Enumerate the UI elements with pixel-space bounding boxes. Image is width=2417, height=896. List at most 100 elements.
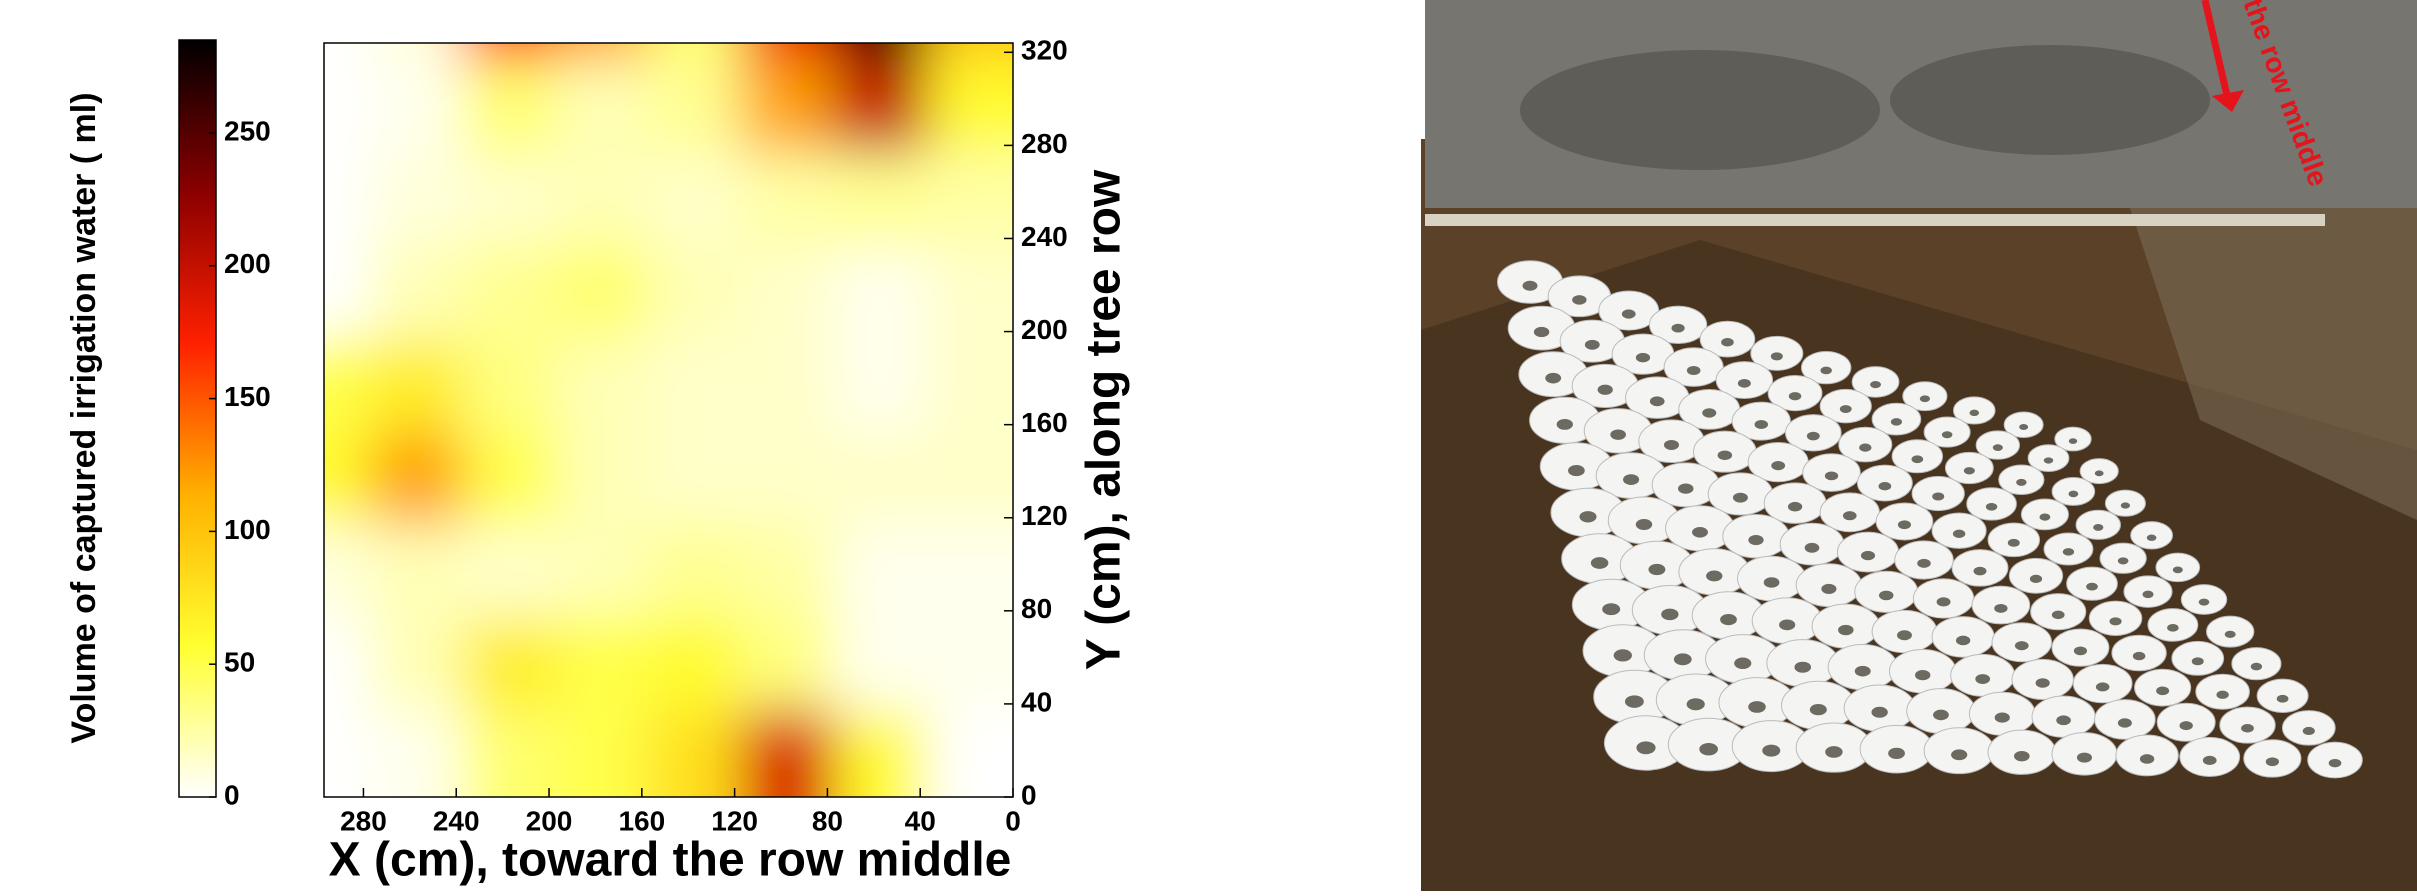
dish-center xyxy=(1964,467,1975,474)
dish-center xyxy=(2277,695,2289,703)
dish-center xyxy=(1636,741,1655,754)
dish-center xyxy=(2030,575,2042,583)
x-axis-label: X (cm), toward the row middle xyxy=(329,834,1012,887)
dish-center xyxy=(1557,419,1573,430)
y-tick-label: 320 xyxy=(1021,35,1068,66)
dish-center xyxy=(1534,327,1549,337)
dish-center xyxy=(2074,647,2087,656)
dish-center xyxy=(1625,695,1644,708)
dish-center xyxy=(1523,281,1538,291)
dish-center xyxy=(1898,520,1911,529)
dish-center xyxy=(2118,557,2129,564)
dish-center xyxy=(2192,657,2204,665)
dish-center xyxy=(1661,609,1678,621)
y-tick-label: 0 xyxy=(1021,779,1037,810)
dish-center xyxy=(1859,444,1871,452)
dish-center xyxy=(1718,450,1732,460)
dish-center xyxy=(1932,492,1944,500)
dish-center xyxy=(2109,617,2121,625)
dish-center xyxy=(1585,340,1600,350)
dish-center xyxy=(1788,502,1802,512)
dish-center xyxy=(1843,511,1857,520)
colorbar-tick-label: 200 xyxy=(224,248,271,279)
figure: Volume of captured irrigation water ( ml… xyxy=(0,0,2417,891)
colorbar-tick-label: 50 xyxy=(224,647,255,678)
dish-center xyxy=(1870,381,1881,388)
y-axis-label: Y (cm), along tree row xyxy=(1078,169,1131,670)
dish-center xyxy=(2225,631,2236,638)
dish-center xyxy=(2156,687,2169,696)
dish-center xyxy=(2179,721,2192,730)
dish-center xyxy=(2216,691,2228,699)
dish-center xyxy=(1917,559,1931,568)
dish-center xyxy=(2329,759,2342,767)
x-tick-label: 160 xyxy=(618,805,665,836)
dish-center xyxy=(1748,701,1766,713)
dish-center xyxy=(1664,440,1679,450)
colorbar-tick-label: 250 xyxy=(224,115,271,146)
dish-center xyxy=(1953,530,1965,538)
dish-center xyxy=(1956,636,1970,646)
dish-center xyxy=(1855,666,1871,677)
dish-center xyxy=(1888,748,1905,759)
dish-center xyxy=(1614,649,1632,661)
dish-center xyxy=(1969,410,1979,416)
dish-center xyxy=(1733,493,1748,503)
dish-center xyxy=(2044,457,2053,463)
dish-center xyxy=(2063,548,2074,556)
dish-center xyxy=(1820,367,1831,375)
dish-center xyxy=(1764,577,1780,587)
y-tick-label: 240 xyxy=(1021,221,1068,252)
dish-center xyxy=(1610,429,1626,439)
dish-center xyxy=(1995,713,2010,723)
dish-center xyxy=(1671,324,1684,333)
dish-center xyxy=(1591,557,1609,569)
x-tick-label: 80 xyxy=(812,805,843,836)
dish-center xyxy=(1879,482,1892,490)
colorbar xyxy=(179,40,216,797)
dish-center xyxy=(1993,444,2003,451)
dish-center xyxy=(1771,352,1783,360)
dish-center xyxy=(1734,658,1751,669)
dish-center xyxy=(1674,653,1692,665)
photo: the row middle xyxy=(1421,0,2417,891)
x-tick-label: 200 xyxy=(526,805,573,836)
dish-center xyxy=(1779,619,1795,630)
dish-center xyxy=(1810,704,1827,715)
dish-center xyxy=(1879,591,1894,601)
dish-center xyxy=(2118,718,2132,727)
dish-center xyxy=(1648,564,1665,575)
dish-center xyxy=(1861,551,1875,560)
dish-center xyxy=(1942,431,1953,438)
dish-center xyxy=(1805,543,1820,553)
dish-center xyxy=(1721,338,1734,346)
dish-center xyxy=(2056,715,2071,725)
dish-center xyxy=(1687,698,1705,710)
dish-center xyxy=(2096,682,2110,691)
dish-center xyxy=(2015,641,2029,650)
photo-pipe xyxy=(1425,214,2325,226)
dish-center xyxy=(1623,474,1639,485)
dish-center xyxy=(1579,511,1596,522)
dish-center xyxy=(1650,396,1665,406)
dish-center xyxy=(2251,663,2262,671)
dish-center xyxy=(1687,366,1701,375)
dish-center xyxy=(1807,432,1820,441)
x-tick-label: 0 xyxy=(1005,805,1021,836)
photo-shadow xyxy=(1520,50,1880,170)
dish-center xyxy=(1622,309,1636,318)
colorbar-label: Volume of captured irrigation water ( ml… xyxy=(65,92,103,743)
contour-cells xyxy=(277,0,1099,884)
dish-center xyxy=(2147,534,2157,540)
dish-center xyxy=(1920,395,1930,402)
dish-center xyxy=(2093,524,2103,531)
dish-center xyxy=(2019,424,2028,430)
y-tick-label: 120 xyxy=(1021,500,1068,531)
y-tick-label: 40 xyxy=(1021,686,1052,717)
dish-center xyxy=(2121,502,2130,508)
dish-center xyxy=(1825,746,1842,758)
dish-center xyxy=(2014,751,2030,761)
dish-center xyxy=(1699,743,1718,755)
dish-center xyxy=(1762,745,1780,757)
dish-center xyxy=(1692,527,1708,538)
